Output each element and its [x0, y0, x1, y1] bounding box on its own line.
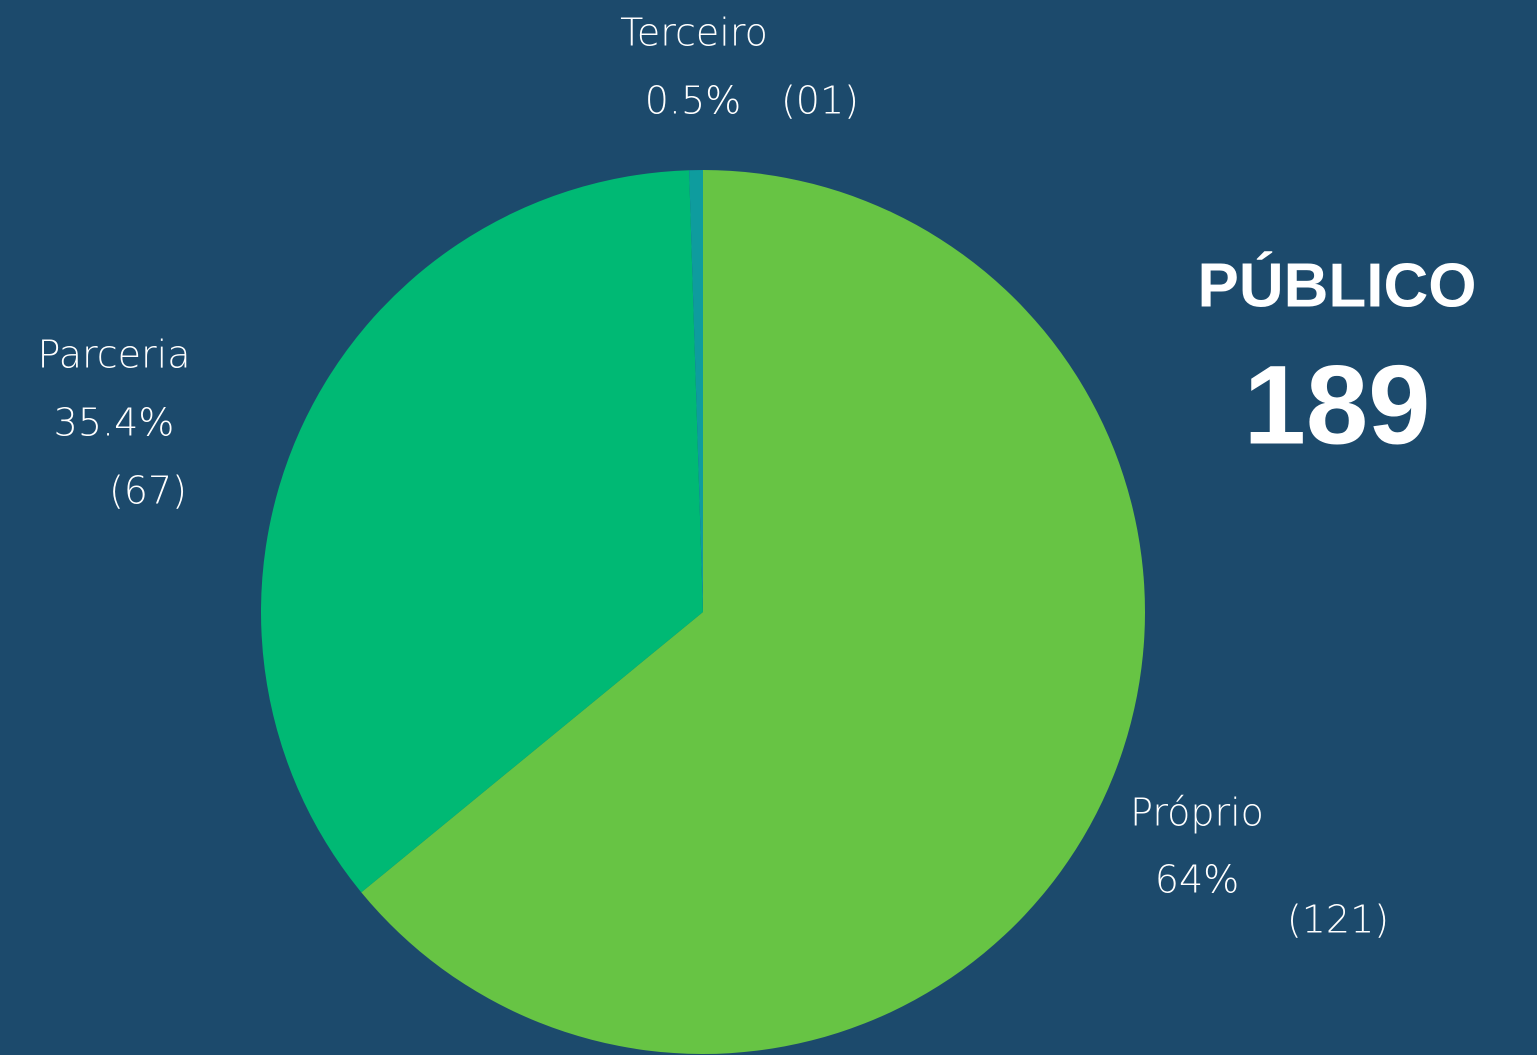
pie [260, 170, 1145, 1054]
pie-slice [689, 170, 703, 612]
slice-name: Parceria [37, 333, 190, 377]
total-label: PÚBLICO [1198, 251, 1477, 320]
pie-slice [361, 170, 1145, 1054]
slice-count: (01) [781, 79, 859, 123]
slice-percent: 0.5% [645, 79, 742, 123]
slice-count: (67) [109, 469, 187, 513]
total-value: 189 [1244, 343, 1431, 468]
pie-slice [260, 170, 703, 893]
slice-name: Próprio [1130, 791, 1264, 835]
slice-count: (121) [1287, 898, 1389, 942]
slice-name: Terceiro [620, 11, 768, 55]
slice-percent: 35.4% [54, 401, 175, 445]
slice-percent: 64% [1155, 858, 1239, 902]
